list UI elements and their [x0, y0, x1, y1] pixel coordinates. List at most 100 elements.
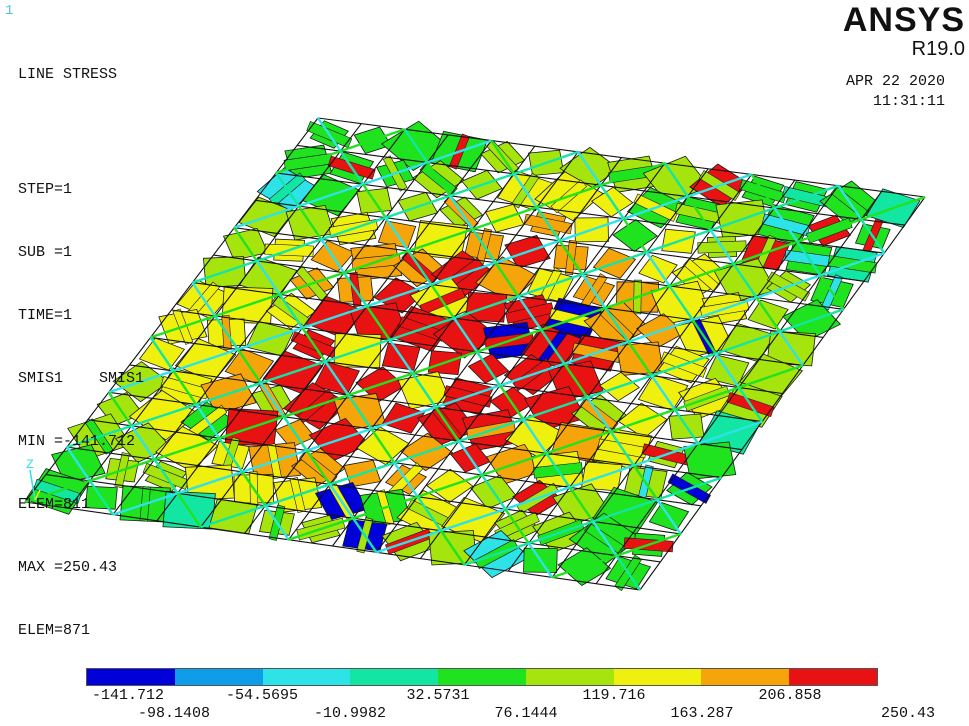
datetime-stamp: APR 22 2020 11:31:11	[846, 72, 945, 112]
truss-member	[517, 273, 583, 298]
truss-member	[236, 348, 262, 384]
brand-name: ANSYS	[842, 1, 965, 39]
legend-label: 250.43	[880, 705, 936, 722]
truss-member	[150, 314, 216, 339]
truss-member	[673, 408, 700, 445]
truss-member	[522, 396, 588, 421]
truss-member	[394, 439, 460, 464]
truss-member	[797, 218, 862, 243]
truss-member	[275, 149, 341, 175]
truss-member	[773, 207, 799, 243]
truss-member	[347, 394, 373, 430]
truss-member	[499, 384, 525, 421]
truss-member	[352, 495, 418, 520]
truss-member	[476, 328, 542, 353]
truss-member	[633, 442, 699, 467]
truss-member	[88, 480, 114, 516]
truss-member	[697, 420, 763, 445]
truss-member	[65, 446, 91, 482]
release-version: R19.0	[911, 38, 965, 60]
truss-member	[599, 184, 625, 220]
legend-label: 32.5731	[406, 687, 470, 704]
legend-swatch	[262, 669, 351, 685]
truss-member	[389, 316, 455, 341]
truss-member	[264, 505, 290, 541]
max-element: ELEM=871	[18, 622, 91, 639]
legend-label: -10.9982	[313, 705, 387, 722]
truss-member	[545, 452, 571, 488]
legend-label: 119.716	[582, 687, 646, 704]
truss-member	[384, 216, 410, 252]
truss-member	[343, 272, 368, 307]
truss-member	[819, 274, 845, 310]
info-panel: LINE STRESS STEP=1 SUB =1 TIME=1 SMIS1 S…	[18, 22, 144, 683]
truss-member	[112, 492, 178, 516]
triad-z-label: Z	[26, 457, 34, 472]
truss-member	[715, 330, 781, 355]
truss-member	[738, 364, 804, 389]
truss-member	[709, 229, 735, 265]
truss-member	[108, 391, 722, 479]
truss-member	[403, 128, 429, 164]
truss-member	[439, 530, 466, 566]
truss-member	[581, 273, 607, 309]
truss-member	[609, 430, 635, 467]
truss-member	[407, 250, 433, 286]
truss-member	[343, 249, 409, 274]
truss-member	[24, 501, 641, 591]
truss-member	[340, 128, 406, 153]
truss-member	[108, 369, 174, 394]
truss-member	[551, 554, 617, 579]
truss-member	[687, 173, 752, 198]
time-label: TIME=1	[18, 307, 73, 324]
legend-label: 76.1444	[494, 705, 558, 722]
triad-axis	[34, 499, 53, 506]
window-number: 1	[5, 3, 14, 19]
truss-member	[558, 240, 584, 275]
truss-member	[408, 228, 473, 253]
truss-member	[265, 483, 331, 507]
truss-member	[481, 474, 507, 510]
truss-member	[527, 542, 554, 579]
truss-member	[411, 372, 437, 408]
truss-member	[214, 315, 239, 351]
truss-member	[365, 305, 391, 341]
time-label: 11:31:11	[872, 93, 945, 110]
truss-member	[279, 271, 345, 296]
truss-member	[774, 184, 839, 210]
truss-member	[796, 241, 822, 277]
truss-member	[622, 218, 648, 253]
truss-member	[820, 251, 885, 277]
truss-member	[297, 205, 323, 241]
truss-member	[191, 281, 217, 317]
truss-member	[528, 520, 594, 545]
truss-member	[646, 229, 711, 254]
truss-member	[66, 424, 132, 449]
truss-member	[563, 340, 629, 365]
truss-member	[691, 319, 717, 355]
truss-member	[283, 393, 349, 418]
truss-member	[604, 307, 630, 343]
truss-member	[324, 338, 391, 363]
truss-member	[195, 381, 262, 406]
truss-member	[600, 161, 666, 187]
legend-swatch	[87, 669, 175, 685]
truss-member	[605, 284, 670, 310]
truss-member	[463, 174, 753, 566]
legend-label: -98.1408	[137, 705, 211, 722]
truss-member	[301, 327, 327, 363]
legend-swatch	[613, 669, 702, 685]
truss-member	[366, 283, 432, 308]
truss-member	[320, 216, 387, 241]
item-label: SMIS1 SMIS1	[18, 370, 145, 387]
truss-member	[714, 352, 740, 389]
truss-member	[686, 195, 712, 231]
truss-member	[490, 139, 516, 175]
truss-member	[412, 350, 478, 375]
truss-member	[288, 517, 354, 541]
truss-member	[755, 296, 781, 333]
truss-member	[559, 217, 625, 242]
truss-member	[416, 496, 442, 532]
